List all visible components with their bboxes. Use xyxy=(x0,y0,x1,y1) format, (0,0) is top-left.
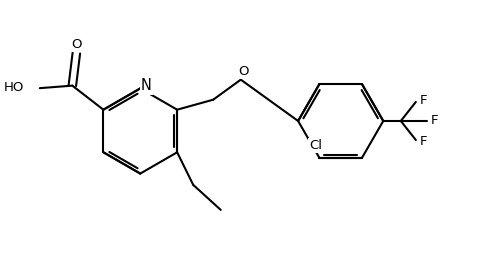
Text: F: F xyxy=(420,94,427,107)
Text: N: N xyxy=(141,78,152,93)
Text: O: O xyxy=(238,65,248,78)
Text: O: O xyxy=(71,38,82,51)
Text: Cl: Cl xyxy=(309,139,322,152)
Text: F: F xyxy=(431,115,438,128)
Text: HO: HO xyxy=(4,81,24,94)
Text: F: F xyxy=(420,135,427,148)
